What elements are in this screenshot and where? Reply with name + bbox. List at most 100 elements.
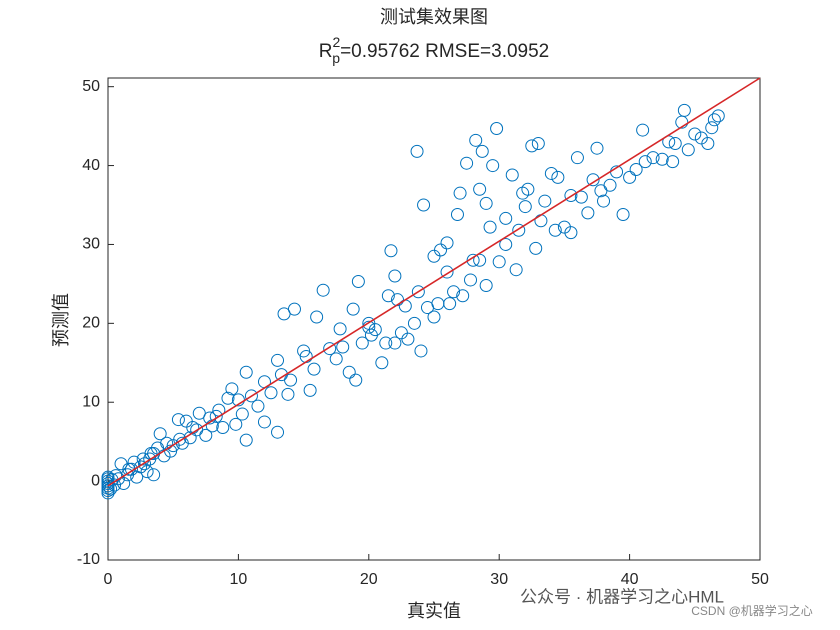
scatter-point (516, 186, 530, 200)
scatter-point (235, 407, 249, 421)
scatter-point (548, 223, 562, 237)
scatter-point (173, 432, 187, 446)
scatter-point (375, 356, 389, 370)
scatter-point (264, 386, 278, 400)
scatter-point (414, 344, 428, 358)
scatter-point (199, 428, 213, 442)
scatter-point (594, 184, 608, 198)
scatter-point (443, 297, 457, 311)
subtitle-sup: 2 (332, 34, 340, 50)
scatter-point (551, 170, 565, 184)
scatter-point (303, 383, 317, 397)
scatter-point (271, 353, 285, 367)
chart-subtitle: R2 p=0.95762 RMSE=3.0952 (319, 34, 550, 66)
scatter-point (460, 156, 474, 170)
scatter-point (284, 373, 298, 387)
scatter-point (381, 289, 395, 303)
scatter-point (351, 275, 365, 289)
scatter-point (171, 413, 185, 427)
scatter-point (590, 141, 604, 155)
scatter-point (505, 168, 519, 182)
scatter-point (411, 285, 425, 299)
scatter-point (668, 136, 682, 150)
scatter-point (512, 223, 526, 237)
scatter-point (349, 373, 363, 387)
scatter-point (388, 336, 402, 350)
subtitle-rest: =0.95762 RMSE=3.0952 (340, 41, 549, 62)
x-tick-label: 20 (360, 571, 378, 588)
scatter-point (216, 420, 230, 434)
x-axis-label: 真实值 (407, 601, 461, 622)
y-tick-label: 0 (91, 472, 100, 489)
scatter-point (410, 144, 424, 158)
scatter-point (646, 151, 660, 165)
scatter-point (355, 336, 369, 350)
y-tick-label: 10 (82, 393, 100, 410)
scatter-point (518, 200, 532, 214)
scatter-point (597, 194, 611, 208)
scatter-point (138, 457, 152, 471)
scatter-point (544, 166, 558, 180)
scatter-point (574, 190, 588, 204)
x-tick-label: 50 (751, 571, 769, 588)
scatter-point (401, 332, 415, 346)
scatter-point (229, 417, 243, 431)
scatter-point (711, 109, 725, 123)
x-tick-label: 40 (621, 571, 639, 588)
scatter-point (509, 263, 523, 277)
watermark: 公众号 · 机器学习之心HML (520, 587, 724, 606)
scatter-point (666, 155, 680, 169)
scatter-point (239, 365, 253, 379)
scatter-point (346, 302, 360, 316)
scatter-point (464, 273, 478, 287)
scatter-point (307, 362, 321, 376)
scatter-point (531, 136, 545, 150)
scatter-point (221, 391, 235, 405)
scatter-point (677, 103, 691, 117)
x-tick-label: 30 (490, 571, 508, 588)
scatter-point (287, 302, 301, 316)
plot-area (107, 77, 761, 561)
scatter-point (342, 365, 356, 379)
scatter-point (623, 170, 637, 184)
scatter-point (323, 342, 337, 356)
scatter-point (586, 173, 600, 187)
scatter-point (104, 482, 118, 496)
scatter-point (564, 189, 578, 203)
scatter-point (388, 269, 402, 283)
scatter-point (655, 152, 669, 166)
x-tick-label: 10 (230, 571, 248, 588)
scatter-point (136, 452, 150, 466)
scatter-point (209, 409, 223, 423)
scatter-point (440, 265, 454, 279)
scatter-point (368, 323, 382, 337)
scatter-point (447, 285, 461, 299)
scatter-point (475, 144, 489, 158)
scatter-point (479, 196, 493, 210)
chart-title: 测试集效果图 (380, 7, 488, 28)
scatter-point (329, 352, 343, 366)
scatter-point (310, 310, 324, 324)
scatter-point (492, 255, 506, 269)
scatter-point (525, 139, 539, 153)
y-axis-label: 预测值 (51, 293, 72, 347)
scatter-point (257, 415, 271, 429)
y-tick-label: 20 (82, 315, 100, 332)
scatter-point (117, 476, 131, 490)
y-tick-label: 40 (82, 157, 100, 174)
scatter-point (636, 123, 650, 137)
scatter-point (486, 159, 500, 173)
scatter-point (688, 127, 702, 141)
scatter-point (529, 241, 543, 255)
scatter-point (479, 278, 493, 292)
scatter-point (629, 163, 643, 177)
y-tick-label: -10 (77, 551, 100, 568)
scatter-point (384, 244, 398, 258)
scatter-point (453, 186, 467, 200)
scatter-point (111, 472, 125, 486)
watermark: CSDN @机器学习之心 (691, 603, 813, 618)
scatter-point (581, 206, 595, 220)
scatter-point (538, 194, 552, 208)
scatter-point (427, 310, 441, 324)
